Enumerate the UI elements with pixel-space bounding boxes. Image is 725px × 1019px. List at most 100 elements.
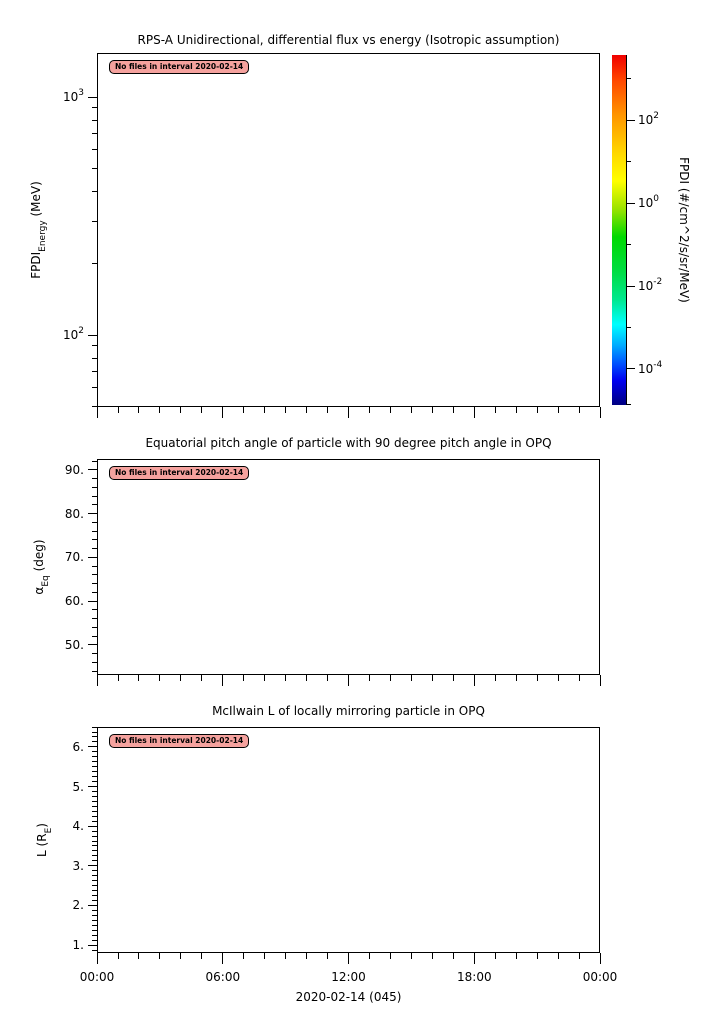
x-minor-tick: [243, 407, 245, 413]
x-major-tick: [473, 953, 475, 964]
y-minor-tick: [92, 460, 97, 462]
x-minor-tick: [410, 675, 412, 681]
y-tick-label: 5.: [72, 779, 84, 794]
no-data-badge: No files in interval 2020-02-14: [109, 60, 250, 74]
plot-frame-border: [97, 727, 600, 953]
x-minor-tick: [515, 675, 517, 681]
y-minor-tick: [92, 810, 97, 812]
x-minor-tick: [180, 953, 182, 959]
plot-panel-mcilwain-l: No files in interval 2020-02-14 6. 5. 4. 3.…: [73, 726, 617, 984]
x-minor-tick: [159, 407, 161, 413]
y-minor-tick: [92, 731, 97, 733]
y-tick-label: 50.: [64, 637, 84, 652]
exponent: 0: [653, 194, 660, 204]
y-major-tick: [88, 746, 97, 748]
x-minor-tick: [369, 675, 370, 681]
y-tick-label: 1.: [72, 938, 84, 953]
x-minor-tick: [285, 675, 287, 681]
y-minor-tick: [92, 766, 97, 768]
y-minor-tick: [92, 371, 97, 373]
exponent: -2: [653, 277, 663, 287]
x-minor-tick: [410, 953, 412, 959]
exponent: 3: [78, 88, 84, 98]
y-minor-tick: [92, 870, 97, 872]
y-axis-label-fpdi-energy: FPDIEnergy (MeV): [29, 181, 49, 279]
subscript: E: [44, 827, 55, 834]
y-minor-tick: [92, 191, 97, 193]
x-minor-tick: [578, 407, 580, 413]
colorbar-minor-tick: [626, 161, 631, 163]
x-tick-label: 12:00: [331, 970, 366, 984]
x-minor-tick: [327, 407, 328, 413]
y-tick-label: 70.: [64, 550, 84, 565]
x-minor-tick: [431, 675, 433, 681]
y-minor-tick: [92, 521, 97, 523]
x-major-tick: [599, 407, 601, 418]
y-minor-tick: [92, 949, 97, 951]
x-major-tick: [348, 675, 349, 686]
y-minor-tick: [92, 830, 97, 832]
colorbar-minor-tick: [626, 327, 631, 328]
y-minor-tick: [92, 406, 97, 408]
x-minor-tick: [117, 953, 119, 959]
x-minor-tick: [117, 407, 119, 413]
y-minor-tick: [92, 486, 97, 488]
y-minor-tick: [92, 565, 97, 567]
y-minor-tick: [92, 781, 97, 782]
x-major-tick: [96, 407, 98, 418]
y-major-tick: [88, 469, 97, 471]
x-minor-tick: [180, 407, 182, 413]
y-minor-tick: [92, 795, 97, 797]
y-minor-tick: [92, 914, 97, 916]
x-minor-tick: [578, 953, 580, 959]
x-minor-tick: [536, 953, 538, 959]
y-major-tick: [88, 513, 97, 515]
colorbar-major-tick: [626, 119, 635, 121]
x-minor-tick: [369, 953, 370, 959]
x-minor-tick: [285, 407, 287, 413]
y-minor-tick: [92, 885, 97, 887]
y-minor-tick: [92, 815, 97, 817]
y-major-tick: [88, 904, 97, 906]
x-minor-tick: [159, 675, 161, 681]
exponent: 2: [653, 111, 660, 122]
x-minor-tick: [306, 407, 308, 413]
x-minor-tick: [306, 675, 308, 681]
y-minor-tick: [92, 548, 97, 550]
y-minor-tick: [92, 820, 97, 822]
y-minor-tick: [92, 220, 97, 222]
y-major-tick: [88, 334, 97, 336]
x-minor-tick: [452, 407, 454, 413]
x-major-tick: [599, 953, 601, 964]
x-minor-tick: [264, 675, 266, 681]
exponent: -4: [653, 359, 663, 370]
y-minor-tick: [92, 880, 97, 882]
y-minor-tick: [92, 800, 97, 802]
y-minor-tick: [92, 387, 97, 389]
x-major-tick: [348, 953, 349, 964]
y-minor-tick: [92, 478, 97, 480]
y-minor-tick: [92, 168, 97, 170]
x-minor-tick: [557, 953, 559, 959]
exponent: 2: [78, 326, 84, 336]
y-minor-tick: [92, 909, 97, 911]
x-minor-tick: [264, 953, 266, 959]
y-minor-tick: [92, 609, 97, 611]
y-minor-tick: [92, 751, 97, 753]
y-tick-label: 60.: [64, 594, 84, 609]
y-minor-tick: [92, 149, 97, 151]
subscript: Energy: [38, 220, 49, 252]
y-major-tick: [88, 944, 97, 946]
x-minor-tick: [494, 675, 496, 681]
x-major-tick: [222, 675, 224, 686]
y-minor-tick: [92, 539, 97, 541]
y-major-tick: [88, 556, 97, 558]
plot-panel-flux-vs-energy: No files in interval 2020-02-14 103 102: [63, 53, 601, 418]
y-minor-tick: [92, 504, 97, 506]
y-tick-label: 80.: [64, 506, 84, 521]
y-tick-label: 4.: [72, 819, 84, 834]
y-minor-tick: [92, 761, 97, 763]
y-minor-tick: [92, 583, 97, 585]
y-minor-tick: [92, 924, 97, 926]
